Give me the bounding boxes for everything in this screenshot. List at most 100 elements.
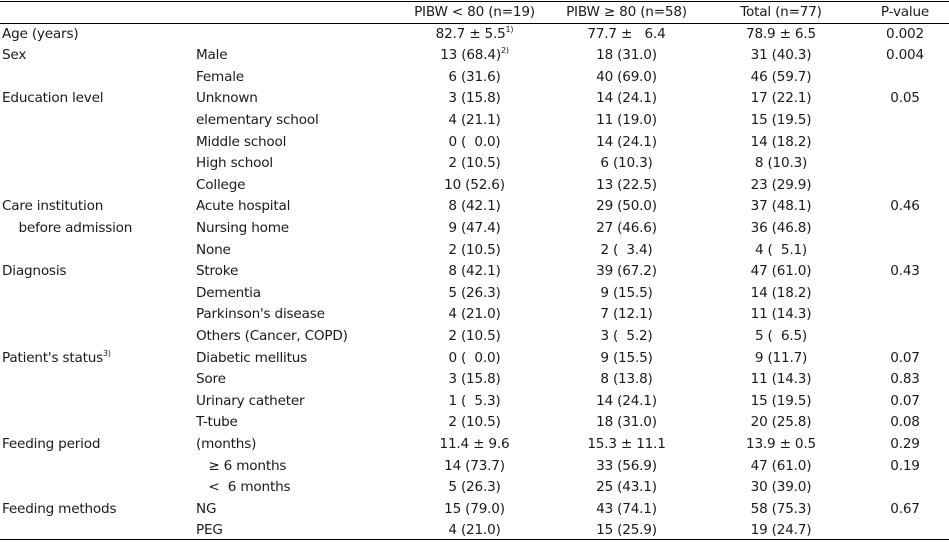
cell-total-text: 13.9 ± 0.5 xyxy=(746,435,816,452)
cell-pibw-ge-80-text: 3 ( 5.2) xyxy=(600,327,653,344)
cell-pibw-ge-80-text: 9 (15.5) xyxy=(600,349,653,366)
cell-total-text: 14 (18.2) xyxy=(750,133,812,150)
table-row: Dementia 5 (26.3) 9 (15.5) 14 (18.2) xyxy=(0,283,949,305)
table-row: PEG 4 (21.0) 15 (25.9) 19 (24.7) xyxy=(0,520,949,542)
header-rule xyxy=(0,23,949,24)
cell-pibw-ge-80-text: 40 (69.0) xyxy=(596,68,657,85)
cell-pibw-lt-80: 2 (10.5) xyxy=(402,412,547,434)
table-row: Feeding methods NG 15 (79.0) 43 (74.1) 58 (7… xyxy=(0,499,949,521)
header-total: Total (n=77) xyxy=(740,4,822,20)
header-pibw-lt-80: PIBW < 80 (n=19) xyxy=(414,4,535,20)
cell-pibw-lt-80: 2 (10.5) xyxy=(402,240,547,262)
table-row: Female 6 (31.6) 40 (69.0) 46 (59.7) xyxy=(0,67,949,89)
cell-pibw-lt-80-text: 9 (47.4) xyxy=(448,219,501,236)
cell-pibw-ge-80: 29 (50.0) xyxy=(550,196,703,218)
row-subcategory-text: Middle school xyxy=(196,133,287,150)
row-subcategory-text: Nursing home xyxy=(196,219,289,236)
row-subcategory-text: ≥ 6 months xyxy=(196,457,287,474)
cell-pibw-lt-80: 82.7 ± 5.51) xyxy=(402,24,547,46)
table-row: Education level Unknown 3 (15.8) 14 (24.1) 1… xyxy=(0,88,949,110)
cell-pibw-lt-80: 10 (52.6) xyxy=(402,175,547,197)
cell-pibw-lt-80: 3 (15.8) xyxy=(402,88,547,110)
cell-p-value xyxy=(862,477,948,499)
cell-total-text: 14 (18.2) xyxy=(750,284,812,301)
row-subcategory: College xyxy=(196,175,246,197)
cell-pibw-lt-80-text: 5 (26.3) xyxy=(448,284,501,301)
header-pibw-ge-80: PIBW ≥ 80 (n=58) xyxy=(566,4,687,20)
cell-pibw-lt-80-text: 14 (73.7) xyxy=(444,457,505,474)
cell-p-value: 0.08 xyxy=(862,412,948,434)
cell-pibw-ge-80-text: 14 (24.1) xyxy=(596,90,657,107)
cell-total-text: 5 ( 6.5) xyxy=(754,327,808,344)
table-row: Care institution Acute hospital 8 (42.1) 29… xyxy=(0,196,949,218)
cell-pibw-ge-80-text: 29 (50.0) xyxy=(596,198,657,215)
row-category: Age (years) xyxy=(2,24,79,46)
row-category-text: Diagnosis xyxy=(2,263,67,280)
cell-pibw-ge-80: 33 (56.9) xyxy=(550,456,703,478)
cell-pibw-lt-80-text: 5 (26.3) xyxy=(448,479,501,496)
row-subcategory: NG xyxy=(196,499,217,521)
cell-pibw-lt-80-text: 2 (10.5) xyxy=(448,414,501,431)
table-row: T-tube 2 (10.5) 18 (31.0) 20 (25.8) 0.08 xyxy=(0,412,949,434)
cell-p-value xyxy=(862,304,948,326)
row-subcategory: Urinary catheter xyxy=(196,391,305,413)
cell-pibw-ge-80-text: 77.7 ± 6.4 xyxy=(587,25,666,42)
cell-pibw-ge-80: 6 (10.3) xyxy=(550,153,703,175)
row-category-text: Feeding period xyxy=(2,435,101,452)
cell-pibw-ge-80: 14 (24.1) xyxy=(550,88,703,110)
cell-pibw-lt-80: 4 (21.0) xyxy=(402,304,547,326)
cell-pibw-ge-80-text: 33 (56.9) xyxy=(596,457,657,474)
row-subcategory-text: Diabetic mellitus xyxy=(196,349,308,366)
row-subcategory: High school xyxy=(196,153,273,175)
cell-p-value xyxy=(862,132,948,154)
row-subcategory-text: Others (Cancer, COPD) xyxy=(196,327,348,344)
cell-pibw-lt-80-text: 2 (10.5) xyxy=(448,241,501,258)
cell-pibw-lt-80: 8 (42.1) xyxy=(402,261,547,283)
cell-total: 5 ( 6.5) xyxy=(706,326,856,348)
row-subcategory: < 6 months xyxy=(196,477,290,499)
cell-pibw-ge-80-text: 2 ( 3.4) xyxy=(600,241,653,258)
top-rule xyxy=(0,1,949,2)
cell-p-value xyxy=(862,67,948,89)
cell-pibw-lt-80-text: 13 (68.4) xyxy=(440,47,501,64)
cell-total: 11 (14.3) xyxy=(706,369,856,391)
cell-pibw-lt-80: 11.4 ± 9.6 xyxy=(402,434,547,456)
table-row: College 10 (52.6) 13 (22.5) 23 (29.9) xyxy=(0,175,949,197)
cell-total-text: 46 (59.7) xyxy=(750,68,812,85)
cell-pibw-ge-80: 43 (74.1) xyxy=(550,499,703,521)
cell-pibw-lt-80: 4 (21.0) xyxy=(402,520,547,542)
cell-pibw-ge-80: 13 (22.5) xyxy=(550,175,703,197)
row-subcategory-text: None xyxy=(196,241,231,258)
row-category-text: Patient's status xyxy=(2,349,104,366)
cell-total: 4 ( 5.1) xyxy=(706,240,856,262)
cell-pibw-ge-80: 77.7 ± 6.4 xyxy=(550,24,703,46)
table-row: before admission Nursing home 9 (47.4) 27 (… xyxy=(0,218,949,240)
table-row: ≥ 6 months 14 (73.7) 33 (56.9) 47 (61.0) 0.1… xyxy=(0,456,949,478)
cell-total-text: 11 (14.3) xyxy=(750,371,812,388)
row-subcategory: elementary school xyxy=(196,110,319,132)
cell-p-value-text: 0.05 xyxy=(890,90,920,107)
row-subcategory: Middle school xyxy=(196,132,286,154)
cell-pibw-ge-80-text: 27 (46.6) xyxy=(596,219,657,236)
cell-total: 20 (25.8) xyxy=(706,412,856,434)
row-subcategory: Female xyxy=(196,67,244,89)
cell-total: 30 (39.0) xyxy=(706,477,856,499)
cell-pibw-ge-80: 27 (46.6) xyxy=(550,218,703,240)
cell-p-value xyxy=(862,218,948,240)
row-subcategory-text: PEG xyxy=(196,522,223,539)
cell-pibw-ge-80-text: 13 (22.5) xyxy=(596,176,657,193)
cell-pibw-ge-80: 9 (15.5) xyxy=(550,348,703,370)
cell-p-value: 0.002 xyxy=(862,24,948,46)
cell-pibw-lt-80: 6 (31.6) xyxy=(402,67,547,89)
table-row: Age (years) 82.7 ± 5.51) 77.7 ± 6.4 78.9 ± … xyxy=(0,24,949,46)
cell-pibw-lt-80: 0 ( 0.0) xyxy=(402,348,547,370)
cell-pibw-lt-80-text: 4 (21.0) xyxy=(448,522,501,539)
cell-pibw-ge-80-text: 15.3 ± 11.1 xyxy=(587,435,666,452)
cell-total-text: 8 (10.3) xyxy=(754,155,808,172)
cell-pibw-ge-80: 15.3 ± 11.1 xyxy=(550,434,703,456)
cell-pibw-lt-80-text: 3 (15.8) xyxy=(448,371,501,388)
row-category: Feeding period xyxy=(2,434,100,456)
cell-total: 15 (19.5) xyxy=(706,391,856,413)
cell-pibw-ge-80-text: 11 (19.0) xyxy=(596,111,657,128)
row-subcategory: Sore xyxy=(196,369,226,391)
